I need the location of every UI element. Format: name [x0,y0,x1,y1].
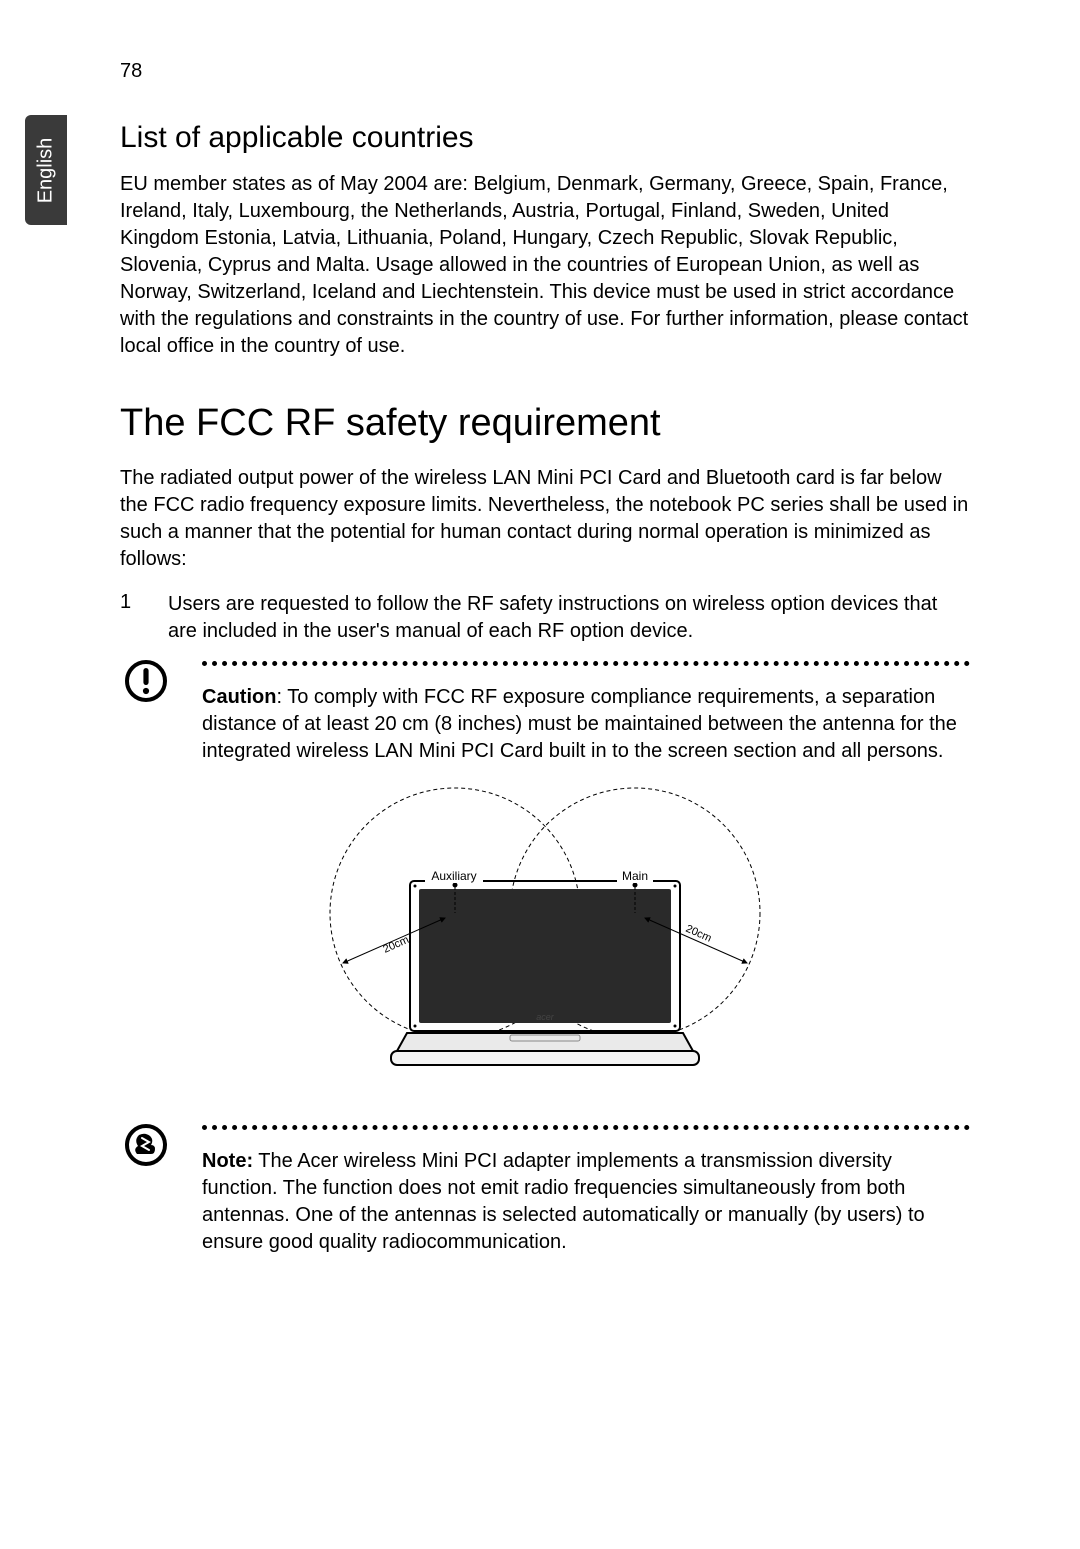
main-label: Main [622,869,648,883]
caution-text: Caution: To comply with FCC RF exposure … [202,684,970,765]
page-number: 78 [120,60,970,83]
list-number: 1 [120,591,138,645]
note-icon [124,1123,168,1167]
caution-body: : To comply with FCC RF exposure complia… [202,686,957,762]
note-callout: Note: The Acer wireless Mini PCI adapter… [120,1123,970,1256]
dotted-divider-2 [202,1125,970,1130]
page-content: 78 List of applicable countries EU membe… [0,0,1080,1330]
note-label: Note: [202,1150,253,1172]
note-body: The Acer wireless Mini PCI adapter imple… [202,1150,925,1253]
caution-label: Caution [202,686,276,708]
auxiliary-label: Auxiliary [431,869,476,883]
dotted-divider [202,661,970,666]
section-countries-body: EU member states as of May 2004 are: Bel… [120,171,970,360]
note-text: Note: The Acer wireless Mini PCI adapter… [202,1148,970,1256]
left-dim-label: 20cm [381,934,410,956]
section-fcc-intro: The radiated output power of the wireles… [120,465,970,573]
section-countries-title: List of applicable countries [120,121,970,155]
caution-icon [124,659,168,703]
list-text: Users are requested to follow the RF saf… [168,591,970,645]
brand-label: acer [536,1012,555,1022]
caution-callout: Caution: To comply with FCC RF exposure … [120,659,970,765]
list-item-1: 1 Users are requested to follow the RF s… [120,591,970,645]
antenna-figure: acer Auxiliary Main [120,783,970,1093]
section-fcc-title: The FCC RF safety requirement [120,402,970,445]
antenna-diagram: acer Auxiliary Main [285,783,805,1093]
